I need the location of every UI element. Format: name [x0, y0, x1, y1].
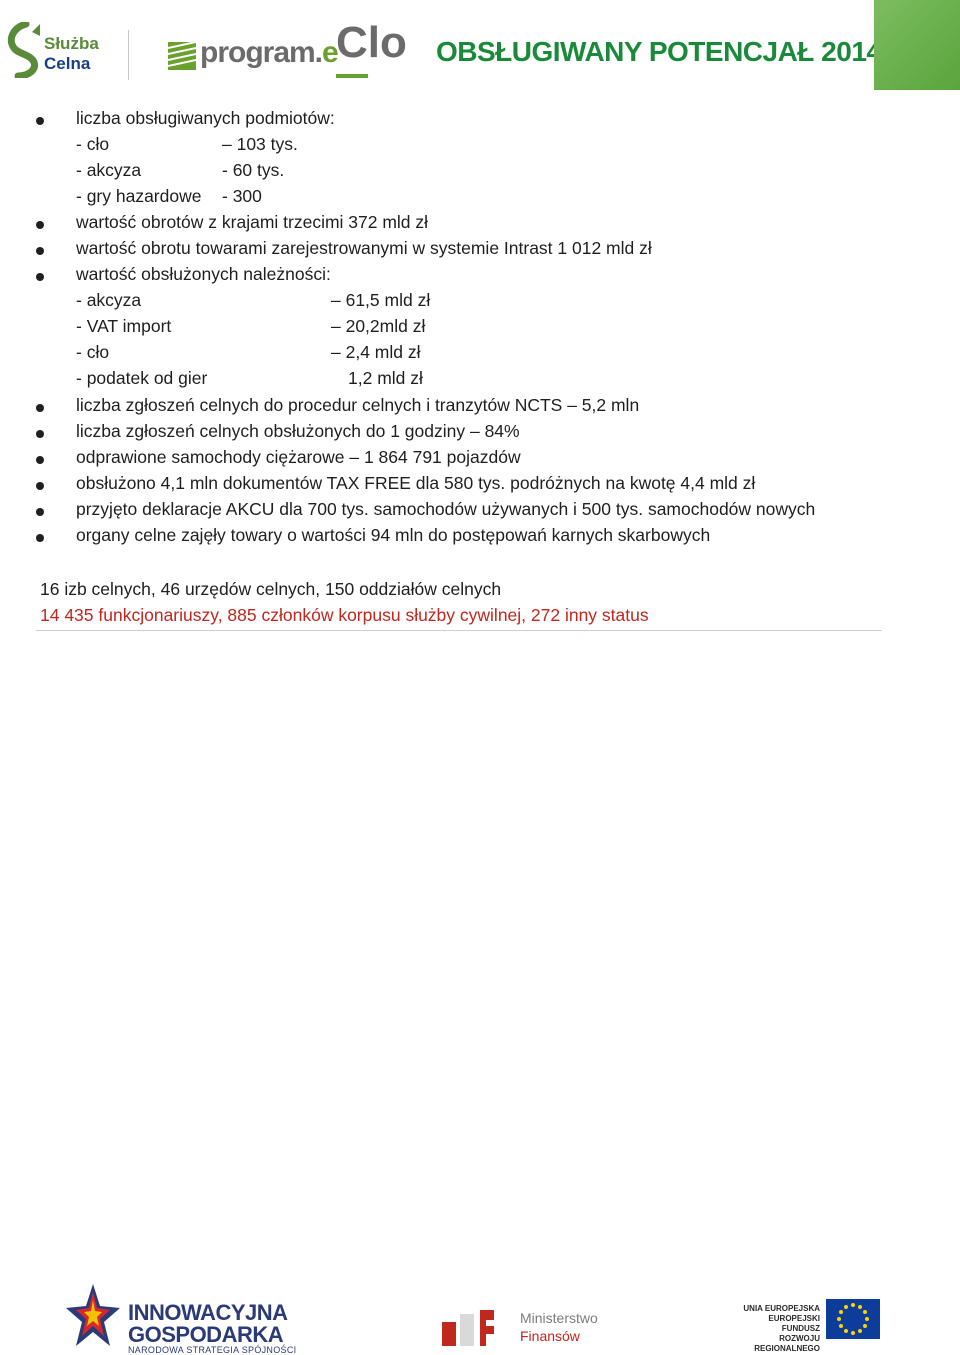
program-word: program.: [200, 36, 323, 69]
page-title: OBSŁUGIWANY POTENCJAŁ 2014: [436, 36, 882, 67]
eu-flag-icon: [826, 1299, 880, 1339]
mf-line-1: Ministerstwo: [520, 1310, 598, 1326]
ue-line-2: EUROPEJSKI FUNDUSZ: [768, 1314, 820, 1333]
mf-line-2: Finansów: [520, 1328, 580, 1344]
ue-line-3: ROZWOJU REGIONALNEGO: [754, 1334, 820, 1353]
summary-staff: 14 435 funkcjonariuszy, 885 członków kor…: [40, 605, 649, 625]
program-text: program.e: [200, 36, 339, 70]
sluzba-celna-logo: Służba Celna: [4, 16, 134, 86]
bullet-dot: [36, 430, 44, 438]
logo-text-sluzba: Służba: [44, 34, 99, 53]
sub-akcyza-value: – 61,5 mld zł: [331, 290, 431, 310]
bullet-dot: [36, 247, 44, 255]
sub-clo-label: - cło: [76, 342, 110, 362]
logo-text-celna: Celna: [44, 54, 91, 73]
sub-akcyza-value: - 60 tys.: [222, 160, 285, 180]
stat-tax-free: obsłużono 4,1 mln dokumentów TAX FREE dl…: [76, 473, 756, 493]
sub-gry-value: - 300: [222, 186, 262, 206]
stat-trucks-cleared: odprawione samochody ciężarowe – 1 864 7…: [76, 447, 521, 467]
sub-clo-label: - cło: [76, 134, 110, 154]
summary-offices: 16 izb celnych, 46 urzędów celnych, 150 …: [40, 579, 502, 599]
stat-intrast-turnover: wartość obrotu towarami zarejestrowanymi…: [76, 238, 652, 258]
stat-subjects-title: liczba obsługiwanych podmiotów:: [76, 108, 335, 128]
clo-underscore: [336, 74, 368, 78]
sub-clo-value: – 103 tys.: [222, 134, 298, 154]
program-eclo-logo: program.e Clo: [168, 18, 418, 82]
bullet-dot: [36, 508, 44, 516]
stat-declarations-1h: liczba zgłoszeń celnych obsłużonych do 1…: [76, 421, 520, 441]
program-e: e: [322, 36, 339, 69]
header-bar: Służba Celna program.e Clo OBSŁUGIWANY P…: [0, 0, 960, 95]
sub-akcyza-label: - akcyza: [76, 290, 142, 310]
innowacyjna-gospodarka-star-icon: [66, 1284, 120, 1346]
stat-declarations-ncts: liczba zgłoszeń celnych do procedur celn…: [76, 395, 640, 415]
eu-fund-text: UNIA EUROPEJSKA EUROPEJSKI FUNDUSZ ROZWO…: [730, 1304, 820, 1354]
bullet-dot: [36, 534, 44, 542]
ue-line-1: UNIA EUROPEJSKA: [743, 1304, 820, 1313]
stat-akcu-declarations: przyjęto deklaracje AKCU dla 700 tys. sa…: [76, 499, 816, 519]
bullet-dot: [36, 273, 44, 281]
accent-square: [874, 0, 960, 90]
sub-vat-value: – 20,2mld zł: [331, 316, 426, 336]
stat-third-country-turnover: wartość obrotów z krajami trzecimi 372 m…: [76, 212, 429, 232]
stat-receivables-title: wartość obsłużonych należności:: [76, 264, 331, 284]
sluzba-celna-emblem-icon: [7, 22, 40, 78]
bullet-dot: [36, 456, 44, 464]
sub-gry-label: - gry hazardowe: [76, 186, 202, 206]
clo-text: Clo: [336, 18, 407, 67]
sub-gier-label: - podatek od gier: [76, 368, 208, 388]
bullet-dot: [36, 117, 44, 125]
header-divider: [128, 30, 129, 80]
ministerstwo-finansow-logo-icon: [442, 1310, 494, 1346]
bullet-dot: [36, 404, 44, 412]
bullet-dot: [36, 221, 44, 229]
eu-stars-icon: [837, 1303, 869, 1335]
program-logo-bars-icon: [168, 42, 196, 70]
stat-seized-goods: organy celne zajęły towary o wartości 94…: [76, 525, 711, 545]
sub-akcyza-label: - akcyza: [76, 160, 142, 180]
sub-clo-value: – 2,4 mld zł: [331, 342, 421, 362]
ig-line-3: NARODOWA STRATEGIA SPÓJNOŚCI: [128, 1345, 297, 1355]
sub-vat-label: - VAT import: [76, 316, 172, 336]
sub-gier-value: 1,2 mld zł: [348, 368, 423, 388]
footer-divider: [36, 630, 882, 631]
footer: INNOWACYJNA GOSPODARKA NARODOWA STRATEGI…: [0, 640, 960, 1355]
bullet-dot: [36, 482, 44, 490]
